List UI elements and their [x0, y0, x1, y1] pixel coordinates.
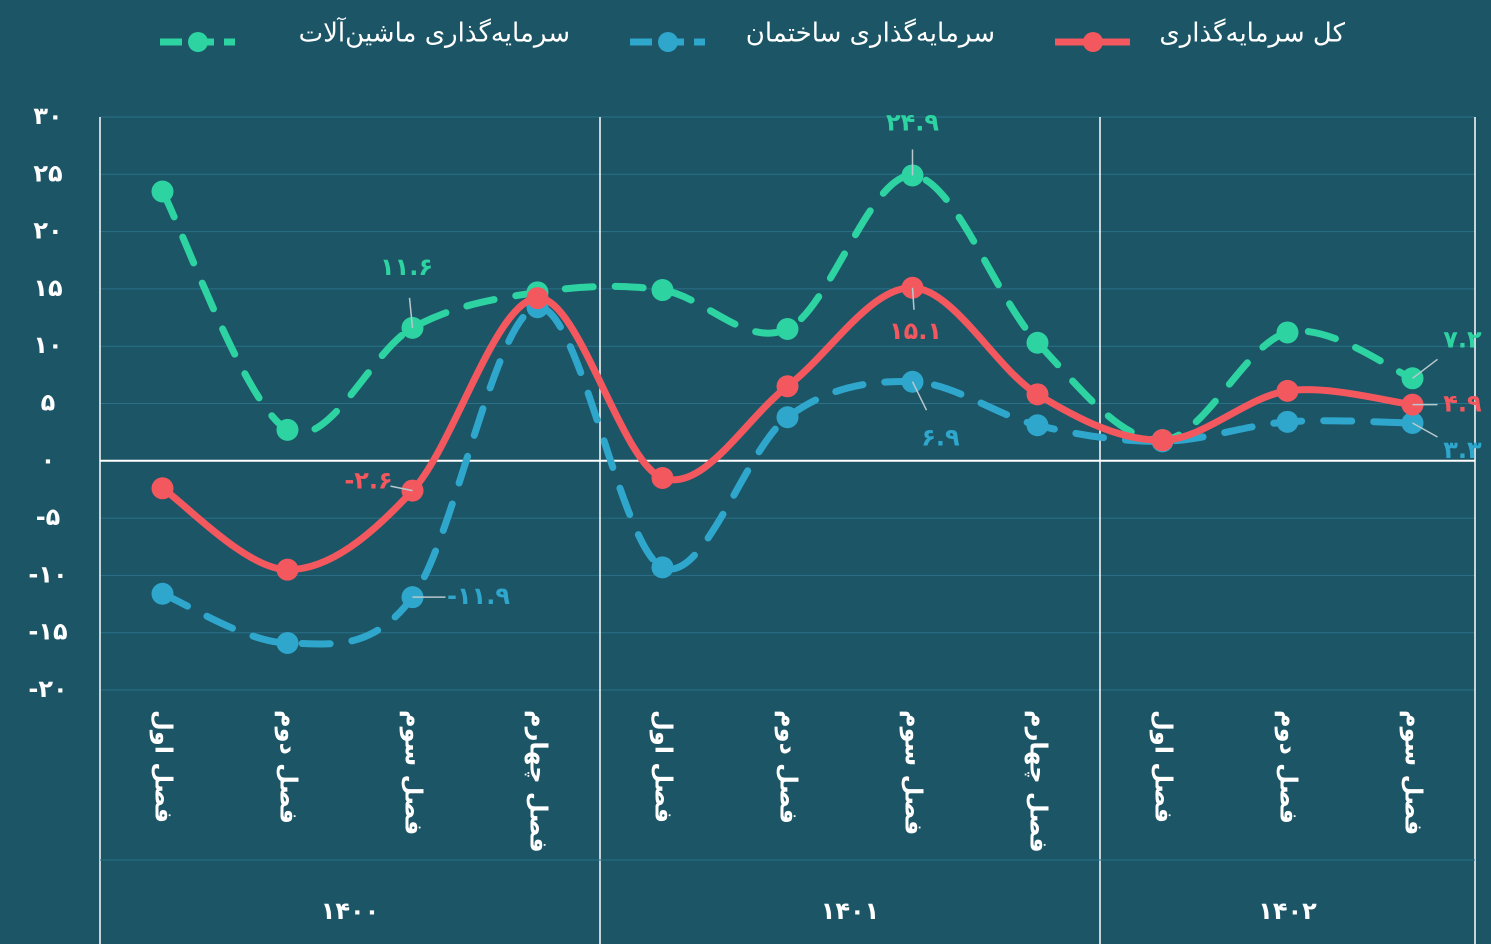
leader-line	[1412, 358, 1438, 379]
point-marker	[1026, 383, 1049, 406]
point-marker	[526, 287, 549, 310]
data-label: -۲.۶	[344, 467, 392, 495]
leader-line	[911, 381, 928, 411]
legend-label: سرمایه‌گذاری ماشین‌آلات	[299, 17, 570, 49]
point-marker	[1276, 321, 1299, 344]
point-marker	[151, 180, 174, 203]
data-label: ۳.۳	[1443, 436, 1482, 464]
y-tick-label: ۰	[41, 446, 56, 474]
point-marker	[276, 558, 299, 581]
y-tick-label: ۵	[41, 389, 56, 417]
series-line	[159, 303, 1416, 648]
point-marker	[651, 279, 674, 302]
point-marker	[1026, 331, 1049, 354]
y-tick-label: -۱۵	[28, 618, 67, 646]
x-tick-label: فصل اول	[1150, 710, 1178, 823]
data-label: ۱۵.۱	[889, 317, 942, 345]
data-label: ۷.۲	[1443, 325, 1482, 353]
y-tick-label: ۱۵	[33, 274, 62, 302]
leader-line	[911, 287, 915, 310]
x-tick-label: فصل دوم	[775, 710, 803, 824]
point-marker	[651, 466, 674, 489]
legend-marker	[658, 32, 678, 52]
point-marker	[1026, 414, 1049, 437]
x-tick-label: فصل چهارم	[1025, 710, 1053, 853]
point-marker	[1151, 429, 1174, 452]
y-tick-label: -۵	[36, 503, 61, 531]
x-tick-label: فصل سوم	[400, 710, 428, 835]
legend-label: کل سرمایه‌گذاری	[1159, 18, 1345, 49]
legend-label: سرمایه‌گذاری ساختمان	[746, 18, 995, 49]
point-marker	[776, 318, 799, 341]
point-marker	[1276, 410, 1299, 433]
legend-marker	[188, 32, 208, 52]
y-tick-label: -۱۰	[28, 560, 67, 588]
leader-line	[408, 297, 414, 328]
legend-marker	[1083, 32, 1103, 52]
x-tick-label: فصل اول	[650, 710, 678, 823]
leader-line	[390, 485, 413, 492]
point-marker	[776, 375, 799, 398]
y-tick-label: ۲۰	[33, 217, 62, 245]
point-marker	[151, 582, 174, 605]
point-marker	[1276, 379, 1299, 402]
y-tick-label: ۲۵	[33, 159, 62, 187]
x-tick-label: فصل دوم	[275, 710, 303, 824]
x-tick-label: فصل سوم	[900, 710, 928, 835]
x-tick-label: فصل چهارم	[525, 710, 553, 853]
point-marker	[276, 418, 299, 441]
leader-line	[1412, 422, 1438, 438]
y-tick-label: ۱۰	[33, 331, 62, 359]
point-marker	[651, 556, 674, 579]
data-label: ۶.۹	[921, 424, 960, 452]
y-tick-label: -۲۰	[28, 675, 67, 703]
point-marker	[776, 406, 799, 429]
point-marker	[276, 632, 299, 655]
point-marker	[151, 477, 174, 500]
x-tick-label: فصل سوم	[1400, 710, 1428, 835]
x-tick-label: فصل اول	[150, 710, 178, 823]
data-label: ۲۴.۹	[886, 108, 939, 136]
group-label: ۱۴۰۰	[321, 897, 380, 925]
data-label: ۱۱.۶	[380, 253, 433, 281]
data-label: ۴.۹	[1443, 390, 1482, 418]
y-tick-label: ۳۰	[33, 102, 62, 130]
group-label: ۱۴۰۲	[1258, 897, 1317, 925]
data-label: -۱۱.۹	[447, 582, 510, 610]
group-label: ۱۴۰۱	[821, 897, 880, 925]
x-tick-label: فصل دوم	[1275, 710, 1303, 824]
